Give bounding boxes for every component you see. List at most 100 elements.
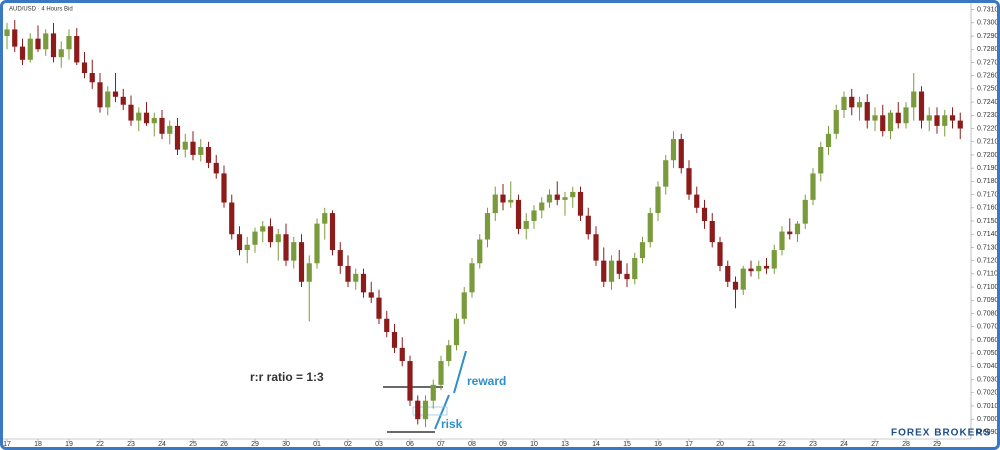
x-tick-label: 26 [220, 441, 228, 447]
candle-body [818, 147, 824, 174]
candle-body [345, 265, 351, 282]
y-tick-label: 0.7190 [977, 165, 997, 172]
x-tick-label: 24 [158, 441, 166, 447]
candle-body [35, 38, 41, 50]
candle-body [66, 36, 72, 50]
candle-body [717, 242, 723, 266]
candle-body [794, 223, 801, 235]
reward-arrow [453, 350, 467, 394]
y-tick-label: 0.7080 [977, 310, 997, 317]
candle-body [368, 292, 374, 298]
candle-body [531, 210, 537, 221]
candle-body [244, 244, 250, 251]
x-tick-label: 03 [375, 441, 383, 447]
y-tick-label: 0.7040 [977, 363, 997, 370]
candle-body [926, 115, 932, 121]
x-tick-label: 29 [251, 441, 259, 447]
candle-body [554, 194, 560, 200]
candle-body [81, 62, 88, 74]
candle-body [895, 112, 901, 124]
candle-body [601, 260, 607, 282]
candle-body [329, 213, 336, 251]
candle-body [143, 112, 150, 124]
candle-body [221, 173, 227, 203]
chart: AUD/USD · 4 Hours Bid r:r ratio = 1:3 re… [3, 3, 997, 447]
y-tick-label: 0.7000 [977, 416, 997, 423]
candle-body [337, 250, 343, 266]
candle-body [918, 91, 925, 121]
candle-body [732, 281, 739, 290]
candle-body [911, 91, 917, 108]
risk-label: risk [441, 417, 463, 431]
candle-body [399, 347, 405, 362]
candle-body [415, 400, 421, 420]
x-tick-label: 08 [468, 441, 476, 447]
x-tick-label: 06 [406, 441, 414, 447]
candle-body [647, 213, 653, 243]
candle-body [430, 384, 436, 401]
candle-body [546, 194, 553, 203]
candle-body [686, 168, 692, 195]
candle-body [864, 102, 870, 121]
candle-body [849, 96, 855, 108]
candle-body [27, 38, 33, 60]
candle-body [360, 273, 367, 293]
candle-body [391, 331, 398, 348]
candle-body [4, 29, 10, 37]
candle-body [593, 234, 599, 261]
watermark: FOREX BROKERS [891, 428, 991, 439]
candle-body [12, 29, 18, 47]
y-tick-label: 0.7060 [977, 337, 997, 344]
candle-body [205, 147, 212, 163]
candle-body [89, 73, 95, 83]
candle-body [523, 221, 529, 229]
candle-body [539, 202, 545, 211]
candle-body [43, 33, 49, 50]
candle-body [825, 133, 832, 148]
candle-body [655, 186, 661, 214]
candle-body [461, 292, 467, 319]
candle-body [298, 242, 305, 282]
candle-body [174, 125, 181, 150]
candle-body [422, 400, 429, 420]
y-tick-label: 0.7020 [977, 390, 997, 397]
x-tick-label: 09 [499, 441, 507, 447]
candle-body [880, 115, 886, 132]
y-tick-label: 0.7170 [977, 191, 997, 198]
candle-body [376, 297, 382, 319]
y-tick-label: 0.7070 [977, 324, 997, 331]
candle-body [508, 199, 514, 203]
candle-body [252, 231, 258, 245]
candle-body [492, 194, 498, 214]
candle-body [267, 226, 274, 243]
x-tick-label: 22 [96, 441, 104, 447]
x-tick-label: 21 [747, 441, 755, 447]
y-tick-label: 0.7030 [977, 376, 997, 383]
y-tick-label: 0.7160 [977, 205, 997, 212]
candle-body [763, 265, 770, 269]
x-tick-label: 19 [65, 441, 73, 447]
candle-body [322, 213, 328, 224]
candle-body [709, 221, 715, 243]
candle-body [833, 110, 839, 134]
x-tick-label: 22 [778, 441, 786, 447]
candle-body [872, 115, 878, 121]
ratio-label: r:r ratio = 1:3 [250, 370, 324, 384]
y-tick-label: 0.7280 [977, 46, 997, 53]
x-tick-label: 16 [654, 441, 662, 447]
y-tick-label: 0.7150 [977, 218, 997, 225]
candle-body [283, 234, 289, 261]
candle-body [128, 104, 134, 121]
candle-body [182, 141, 188, 150]
candle-body [585, 215, 591, 235]
x-tick-label: 23 [127, 441, 135, 447]
candle-body [314, 223, 320, 264]
candle-body [105, 91, 111, 108]
x-tick-label: 10 [530, 441, 538, 447]
x-tick-label: 02 [344, 441, 352, 447]
candle-body [887, 112, 894, 132]
x-tick-label: 23 [809, 441, 817, 447]
candle-body [484, 213, 491, 240]
candle-body [198, 147, 204, 155]
y-tick-label: 0.7300 [977, 20, 997, 27]
